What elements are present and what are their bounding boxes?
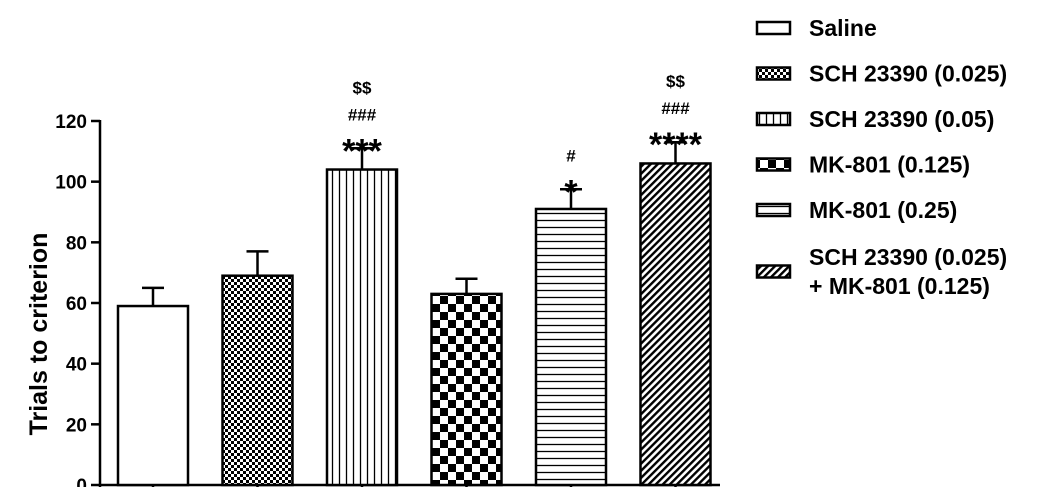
legend-swatch: [755, 264, 792, 279]
bars: [116, 140, 712, 487]
legend-swatch: [755, 202, 792, 218]
y-tick-label: 100: [55, 173, 87, 194]
significance-dollar: $$: [666, 72, 685, 91]
legend-label: SCH 23390 (0.025): [809, 244, 1007, 270]
legend: Saline SCH 23390 (0.025) SCH 23390 (0.05) M…: [755, 15, 1007, 299]
y-tick-label: 20: [66, 415, 87, 436]
bar: [325, 168, 399, 487]
bar: [116, 304, 190, 487]
significance-hash: #: [566, 146, 576, 165]
y-tick-label: 120: [55, 112, 87, 133]
bar: [430, 292, 503, 487]
significance-stars: ***: [342, 132, 382, 170]
bar: [639, 162, 712, 487]
legend-swatch: [755, 66, 792, 81]
legend-swatch: [755, 157, 792, 172]
significance-hash: ###: [348, 105, 377, 124]
y-tick-label: 60: [66, 294, 87, 315]
significance-dollar: $$: [353, 78, 372, 97]
significance-stars: ****: [649, 126, 703, 164]
significance-annotations: *** ### $$ * # **** ### $$: [342, 72, 703, 211]
legend-swatch: [755, 20, 792, 36]
legend-label: + MK-801 (0.125): [809, 273, 990, 299]
legend-label: Saline: [809, 15, 877, 41]
y-tick-label: 40: [66, 355, 87, 376]
y-tick-label: 0: [76, 476, 87, 487]
bar: [221, 274, 294, 487]
bar: [534, 207, 608, 487]
legend-label: MK-801 (0.125): [809, 152, 970, 178]
significance-stars: *: [564, 173, 578, 211]
legend-label: MK-801 (0.25): [809, 197, 957, 223]
legend-label: SCH 23390 (0.05): [809, 106, 994, 132]
y-axis-ticks: 0 20 40 60 80 100 120: [55, 112, 100, 487]
legend-label: SCH 23390 (0.025): [809, 61, 1007, 87]
significance-hash: ###: [661, 99, 690, 118]
y-tick-label: 80: [66, 233, 87, 254]
y-axis-title: Trials to criterion: [25, 233, 53, 436]
legend-swatch: [755, 111, 792, 127]
